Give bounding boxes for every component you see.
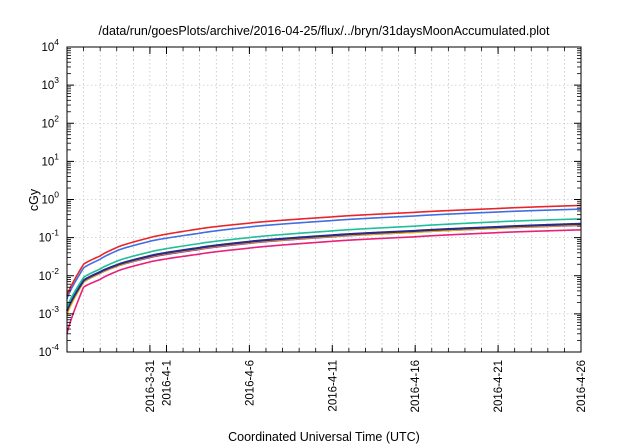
series-line (66, 229, 582, 334)
y-tick-label: 101 (41, 151, 59, 168)
y-tick-label: 100 (41, 190, 59, 207)
chart-title: /data/run/goesPlots/archive/2016-04-25/f… (99, 24, 550, 38)
series-line (65, 222, 582, 312)
y-tick-label: 103 (41, 75, 59, 92)
x-tick-label: 2016-3-31 (145, 360, 157, 412)
x-tick-label: 2016-4-11 (327, 360, 339, 412)
y-tick-label: 10-1 (39, 228, 60, 245)
x-tick-label: 2016-4-6 (244, 360, 256, 406)
y-tick-label: 10-4 (39, 342, 60, 359)
y-tick-label: 10-3 (39, 304, 60, 321)
y-tick-label: 10-2 (39, 266, 60, 283)
grid (67, 47, 581, 352)
series-line (66, 204, 582, 296)
y-tick-label: 104 (41, 37, 59, 54)
series-line (66, 218, 582, 308)
x-tick-label: 2016-4-21 (493, 360, 505, 412)
y-tick-label: 102 (41, 113, 59, 130)
x-tick-label: 2016-4-26 (576, 360, 588, 412)
x-tick-label: 2016-4-16 (410, 360, 422, 412)
x-axis: 2016-3-31 2016-4-1 2016-4-6 2016-4-11 2016-4… (83, 47, 588, 412)
y-axis: 10-4 10-3 10-2 10-1 100 101 102 103 104 (39, 37, 581, 359)
x-axis-label: Coordinated Universal Time (UTC) (228, 430, 420, 444)
y-axis-label: cGy (27, 188, 41, 211)
x-tick-label: 2016-4-1 (161, 360, 173, 406)
series-layer (65, 204, 582, 334)
series-line (66, 208, 582, 299)
